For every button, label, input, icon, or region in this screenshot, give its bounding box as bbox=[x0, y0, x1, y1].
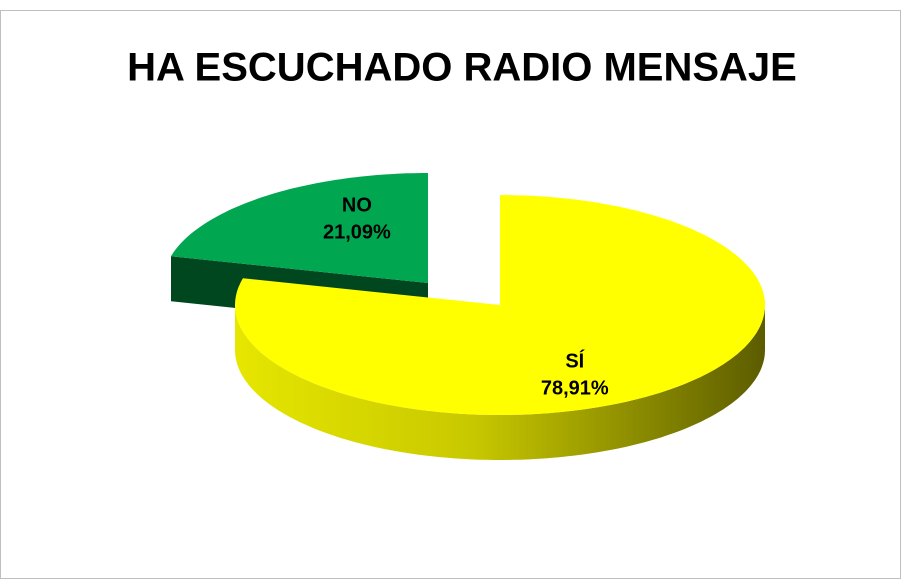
chart-frame bbox=[0, 10, 901, 579]
slice bbox=[171, 173, 428, 283]
slice bbox=[235, 195, 765, 415]
slice-label: SÍ bbox=[565, 349, 584, 372]
value-label: 21,09% bbox=[323, 222, 391, 244]
slice-side bbox=[235, 305, 765, 460]
chart-title: HA ESCUCHADO RADIO MENSAJE bbox=[127, 46, 797, 90]
slice-label: NO bbox=[342, 195, 372, 217]
value-label: 78,91% bbox=[541, 377, 609, 399]
